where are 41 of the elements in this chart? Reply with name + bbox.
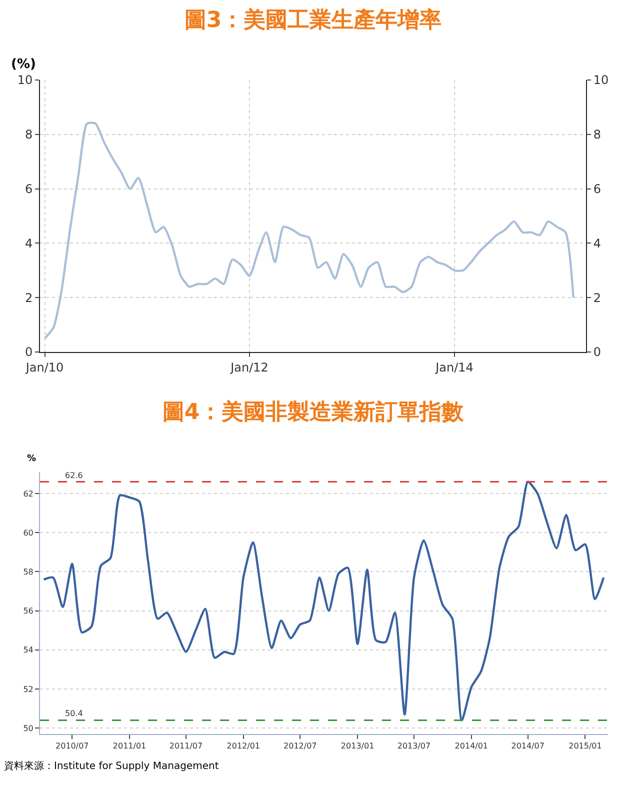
x-tick-label: Jan/14 (434, 360, 474, 374)
x-tick-label: 2013/07 (397, 742, 431, 751)
y-tick-label: 4 (24, 236, 33, 250)
ref-line-label: 62.6 (65, 471, 83, 480)
x-tick-label: 2014/07 (511, 742, 544, 751)
y-tick-label: 2 (24, 290, 33, 305)
x-tick-label: 2012/07 (284, 742, 317, 751)
line-series (44, 122, 574, 340)
chart-title: 圖4：美國非製造業新訂單指數 (162, 399, 465, 426)
y2-tick-label: 10 (593, 73, 609, 88)
y-tick-label: 10 (17, 73, 33, 88)
x-tick-label: Jan/10 (24, 360, 64, 374)
y-tick-label: 62 (23, 489, 34, 498)
x-tick-label: 2010/07 (56, 742, 89, 751)
y2-tick-label: 6 (593, 182, 602, 196)
x-tick-label: 2013/01 (340, 742, 374, 751)
y2-tick-label: 0 (593, 345, 602, 360)
y-axis-title: (%) (11, 57, 36, 72)
y2-tick-label: 8 (593, 128, 602, 142)
y2-tick-label: 2 (593, 290, 602, 305)
source-note: 資料來源：Institute for Supply Management (4, 760, 219, 772)
y-tick-label: 0 (24, 345, 33, 360)
y-tick-label: 58 (23, 568, 34, 577)
y-tick-label: 6 (24, 182, 33, 196)
line-series (42, 480, 605, 722)
y-tick-label: 50 (23, 724, 34, 733)
ref-line-label: 50.4 (65, 709, 83, 718)
y-tick-label: 52 (23, 684, 34, 694)
y-axis-title: % (27, 454, 36, 464)
y-tick-label: 56 (23, 606, 34, 616)
y-tick-label: 54 (23, 646, 34, 655)
y2-tick-label: 4 (593, 236, 602, 250)
x-tick-label: 2012/01 (226, 742, 260, 751)
x-tick-label: 2011/07 (169, 742, 203, 751)
y-tick-label: 60 (23, 528, 34, 538)
x-tick-label: 2011/01 (112, 742, 146, 751)
x-tick-label: 2015/01 (568, 742, 602, 751)
chart-title: 圖3：美國工業生產年增率 (184, 7, 442, 34)
x-tick-label: 2014/01 (454, 742, 488, 751)
y-tick-label: 8 (24, 128, 33, 142)
x-tick-label: Jan/12 (230, 360, 268, 374)
